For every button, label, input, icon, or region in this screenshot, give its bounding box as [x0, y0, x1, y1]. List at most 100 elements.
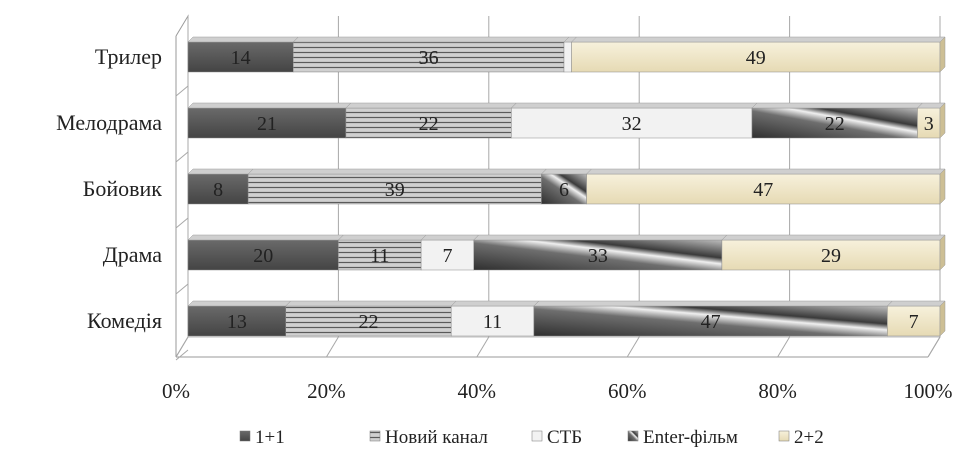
bar-segment — [563, 41, 572, 73]
bar-segment — [450, 305, 535, 337]
gridline-floor — [175, 336, 189, 358]
bar-segment — [285, 305, 452, 337]
bar-segment-top — [570, 36, 946, 43]
bar-segment — [187, 41, 294, 73]
x-tick-label: 40% — [458, 379, 497, 403]
data-label: 7 — [909, 311, 919, 333]
bar-row: 20 11 7 33 29 — [187, 234, 946, 271]
category-label: Бойовик — [83, 176, 163, 201]
data-label: 20 — [253, 245, 273, 267]
legend-label: 1+1 — [255, 427, 285, 448]
bar-segment — [338, 239, 422, 271]
legend-label: СТБ — [547, 427, 582, 448]
row-tick — [175, 151, 189, 163]
legend-item: СТБ — [531, 427, 582, 448]
bar-segment-top — [450, 300, 540, 307]
x-tick-label: 0% — [162, 379, 190, 403]
x-tick-label: 100% — [904, 379, 953, 403]
bar-segment — [187, 305, 287, 337]
x-tick-label: 80% — [758, 379, 797, 403]
bar-segment — [420, 239, 475, 271]
row-tick — [175, 283, 189, 295]
legend-item: Enter-фільм — [627, 427, 738, 448]
data-label: 47 — [701, 311, 721, 333]
x-tick-label: 60% — [608, 379, 647, 403]
data-label: 13 — [227, 311, 247, 333]
bar-segment — [293, 41, 565, 73]
bar-segment-top — [345, 102, 517, 109]
bar-segment-top — [533, 300, 893, 307]
bar-segment — [187, 239, 339, 271]
bar-segment-top — [337, 234, 427, 241]
bar-segment-top — [886, 300, 946, 307]
legend-swatch — [778, 430, 790, 442]
data-label: 32 — [622, 113, 642, 135]
legend-item: 2+2 — [778, 427, 824, 448]
data-label: 33 — [588, 245, 608, 267]
legend-swatch — [627, 430, 639, 442]
bar-segment — [473, 239, 723, 271]
legend-label: 2+2 — [794, 427, 824, 448]
legend: 1+1 Новий канал СТБ Enter-фільм 2+2 — [239, 427, 824, 448]
bar-row: 13 22 11 47 7 — [187, 300, 946, 337]
gridline-floor — [777, 336, 791, 358]
data-label: 8 — [213, 179, 223, 201]
bar-segment-top — [721, 234, 946, 241]
bar-segment — [187, 107, 347, 139]
bar-segment — [887, 305, 941, 337]
legend-label: Enter-фільм — [643, 427, 738, 448]
bar-segment-top — [187, 234, 345, 241]
row-tick — [175, 217, 189, 229]
gridline-floor — [476, 336, 490, 358]
bar-segment-top — [585, 168, 946, 175]
bar-segment — [751, 107, 918, 139]
data-label: 11 — [370, 245, 389, 267]
data-label: 6 — [559, 179, 569, 201]
category-label: Драма — [103, 242, 163, 267]
bar-segment-top — [751, 102, 924, 109]
bar-end-cap — [939, 36, 946, 73]
row-tick — [175, 349, 189, 361]
data-label: 47 — [753, 179, 773, 201]
gridline-floor — [325, 336, 339, 358]
category-labels: Трилер Мелодрама Бойовик Драма Комедія — [56, 44, 162, 333]
legend-swatch — [369, 430, 381, 442]
x-tick-label: 20% — [307, 379, 346, 403]
bar-row: 21 22 32 22 3 — [187, 102, 946, 139]
category-label: Комедія — [87, 308, 162, 333]
legend-item: Новий канал — [369, 427, 488, 448]
row-tick — [175, 85, 189, 97]
bar-end-cap — [939, 168, 946, 205]
category-label: Мелодрама — [56, 110, 162, 135]
legend-label: Новий канал — [385, 427, 488, 448]
bar-segment-top — [187, 36, 299, 43]
bar-end-cap — [939, 300, 946, 337]
data-label: 29 — [821, 245, 841, 267]
legend-item: 1+1 — [239, 427, 285, 448]
data-label: 14 — [231, 47, 251, 69]
category-label: Трилер — [95, 44, 162, 69]
bar-segment-top — [187, 102, 352, 109]
bar-segment — [721, 239, 941, 271]
bar-segment-top — [540, 168, 593, 175]
data-label: 49 — [746, 47, 766, 69]
legend-swatch — [239, 430, 251, 442]
bar-end-cap — [939, 102, 946, 139]
data-label: 22 — [825, 113, 845, 135]
bar-segment — [511, 107, 753, 139]
bar-segment-top — [187, 300, 292, 307]
bar-segment-top — [285, 300, 457, 307]
bar-segment-top — [187, 168, 254, 175]
bar-segment — [533, 305, 888, 337]
data-label: 21 — [257, 113, 277, 135]
data-label: 39 — [385, 179, 405, 201]
bar-row: 14 36 49 — [187, 36, 946, 73]
bars-layer: 14 36 49 21 22 32 22 3 8 39 6 47 20 11 7 33 29 13 22 11 47 7 — [187, 36, 946, 337]
x-tick-labels: 0% 20% 40% 60% 80% 100% — [162, 379, 953, 403]
gridline-floor — [927, 336, 941, 358]
bar-segment-top — [510, 102, 758, 109]
bar-segment-top — [420, 234, 480, 241]
data-label: 36 — [419, 47, 439, 69]
bar-segment-top — [292, 36, 570, 43]
